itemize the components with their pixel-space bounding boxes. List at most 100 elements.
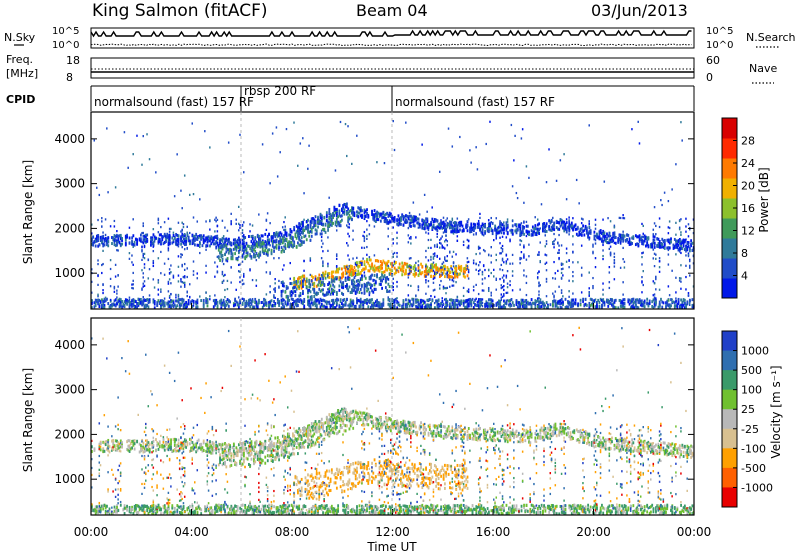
data-cell <box>585 226 588 230</box>
noise-cell <box>309 239 312 242</box>
data-cell <box>246 244 249 248</box>
data-cell <box>423 270 426 274</box>
data-cell <box>330 304 333 308</box>
data-cell <box>325 302 328 306</box>
data-cell <box>256 302 259 306</box>
noise-cell <box>327 288 329 291</box>
data-cell <box>421 304 424 308</box>
data-cell <box>248 244 250 248</box>
data-cell <box>124 298 127 302</box>
data-cell <box>646 243 649 247</box>
data-cell <box>558 227 561 231</box>
data-cell <box>415 304 417 308</box>
data-cell <box>405 220 407 224</box>
noise-cell <box>466 246 469 249</box>
data-cell <box>91 242 93 246</box>
noise-cell <box>511 270 514 273</box>
data-cell <box>388 303 391 307</box>
data-cell <box>171 303 174 307</box>
data-cell <box>119 304 122 308</box>
data-cell <box>280 289 283 293</box>
data-cell <box>219 301 221 305</box>
noise-cell <box>653 293 656 296</box>
noise-cell <box>577 225 579 229</box>
noise-cell <box>147 258 150 262</box>
data-cell <box>309 225 312 229</box>
data-cell <box>378 265 381 269</box>
data-cell <box>178 298 181 302</box>
noise-cell <box>274 287 276 290</box>
data-cell <box>109 306 112 310</box>
data-cell <box>258 298 260 302</box>
noise-cell <box>568 219 570 222</box>
noise-cell <box>652 233 655 237</box>
noise-cell <box>441 246 443 249</box>
data-cell <box>175 232 177 236</box>
data-cell <box>145 233 147 237</box>
data-cell <box>158 233 161 237</box>
noise-cell <box>432 281 435 284</box>
noise-cell <box>495 253 498 256</box>
data-cell <box>383 213 386 217</box>
data-cell <box>216 241 219 245</box>
data-cell <box>563 229 566 233</box>
data-cell <box>232 238 235 242</box>
data-cell <box>348 209 351 213</box>
noise-cell <box>438 257 441 260</box>
data-cell <box>352 207 355 211</box>
data-cell <box>217 256 220 260</box>
data-cell <box>106 243 108 247</box>
noise-cell <box>592 286 594 290</box>
data-cell <box>274 235 277 239</box>
noise-cell <box>407 276 410 279</box>
noise-cell <box>308 144 310 147</box>
data-cell <box>199 242 201 246</box>
noise-cell <box>407 241 410 244</box>
noise-cell <box>493 268 495 271</box>
data-cell <box>548 224 551 228</box>
noise-cell <box>243 272 245 276</box>
noise-cell <box>102 262 104 266</box>
data-cell <box>381 279 383 283</box>
data-cell <box>548 227 551 231</box>
data-cell <box>627 233 630 237</box>
data-cell <box>328 221 331 225</box>
data-cell <box>559 302 562 306</box>
noise-cell <box>501 268 504 272</box>
data-cell <box>395 297 397 301</box>
data-cell <box>361 300 363 304</box>
noise-cell <box>335 254 338 258</box>
data-cell <box>437 302 440 306</box>
data-cell <box>214 235 216 239</box>
data-cell <box>351 282 353 286</box>
noise-cell <box>412 201 415 204</box>
noise-cell <box>175 293 177 296</box>
noise-cell <box>183 262 186 266</box>
noise-cell <box>580 231 583 235</box>
data-cell <box>653 304 656 308</box>
data-cell <box>508 299 510 303</box>
noise-cell <box>438 170 441 173</box>
data-cell <box>641 239 644 243</box>
noise-cell <box>227 141 230 144</box>
data-cell <box>315 293 318 297</box>
noise-cell <box>462 228 465 231</box>
noise-cell <box>396 280 398 284</box>
data-cell <box>387 266 390 270</box>
data-cell <box>329 292 332 296</box>
data-cell <box>191 234 194 238</box>
data-cell <box>251 246 254 250</box>
noise-cell <box>157 281 160 284</box>
data-cell <box>215 235 218 239</box>
noise-cell <box>243 221 245 224</box>
data-cell <box>333 209 336 213</box>
noise-cell <box>557 251 559 254</box>
data-cell <box>148 300 151 304</box>
noise-cell <box>445 238 447 241</box>
data-cell <box>597 236 600 240</box>
data-cell <box>585 303 588 307</box>
data-cell <box>613 299 616 303</box>
noise-cell <box>467 218 470 221</box>
data-cell <box>260 234 263 238</box>
data-cell <box>209 239 211 243</box>
